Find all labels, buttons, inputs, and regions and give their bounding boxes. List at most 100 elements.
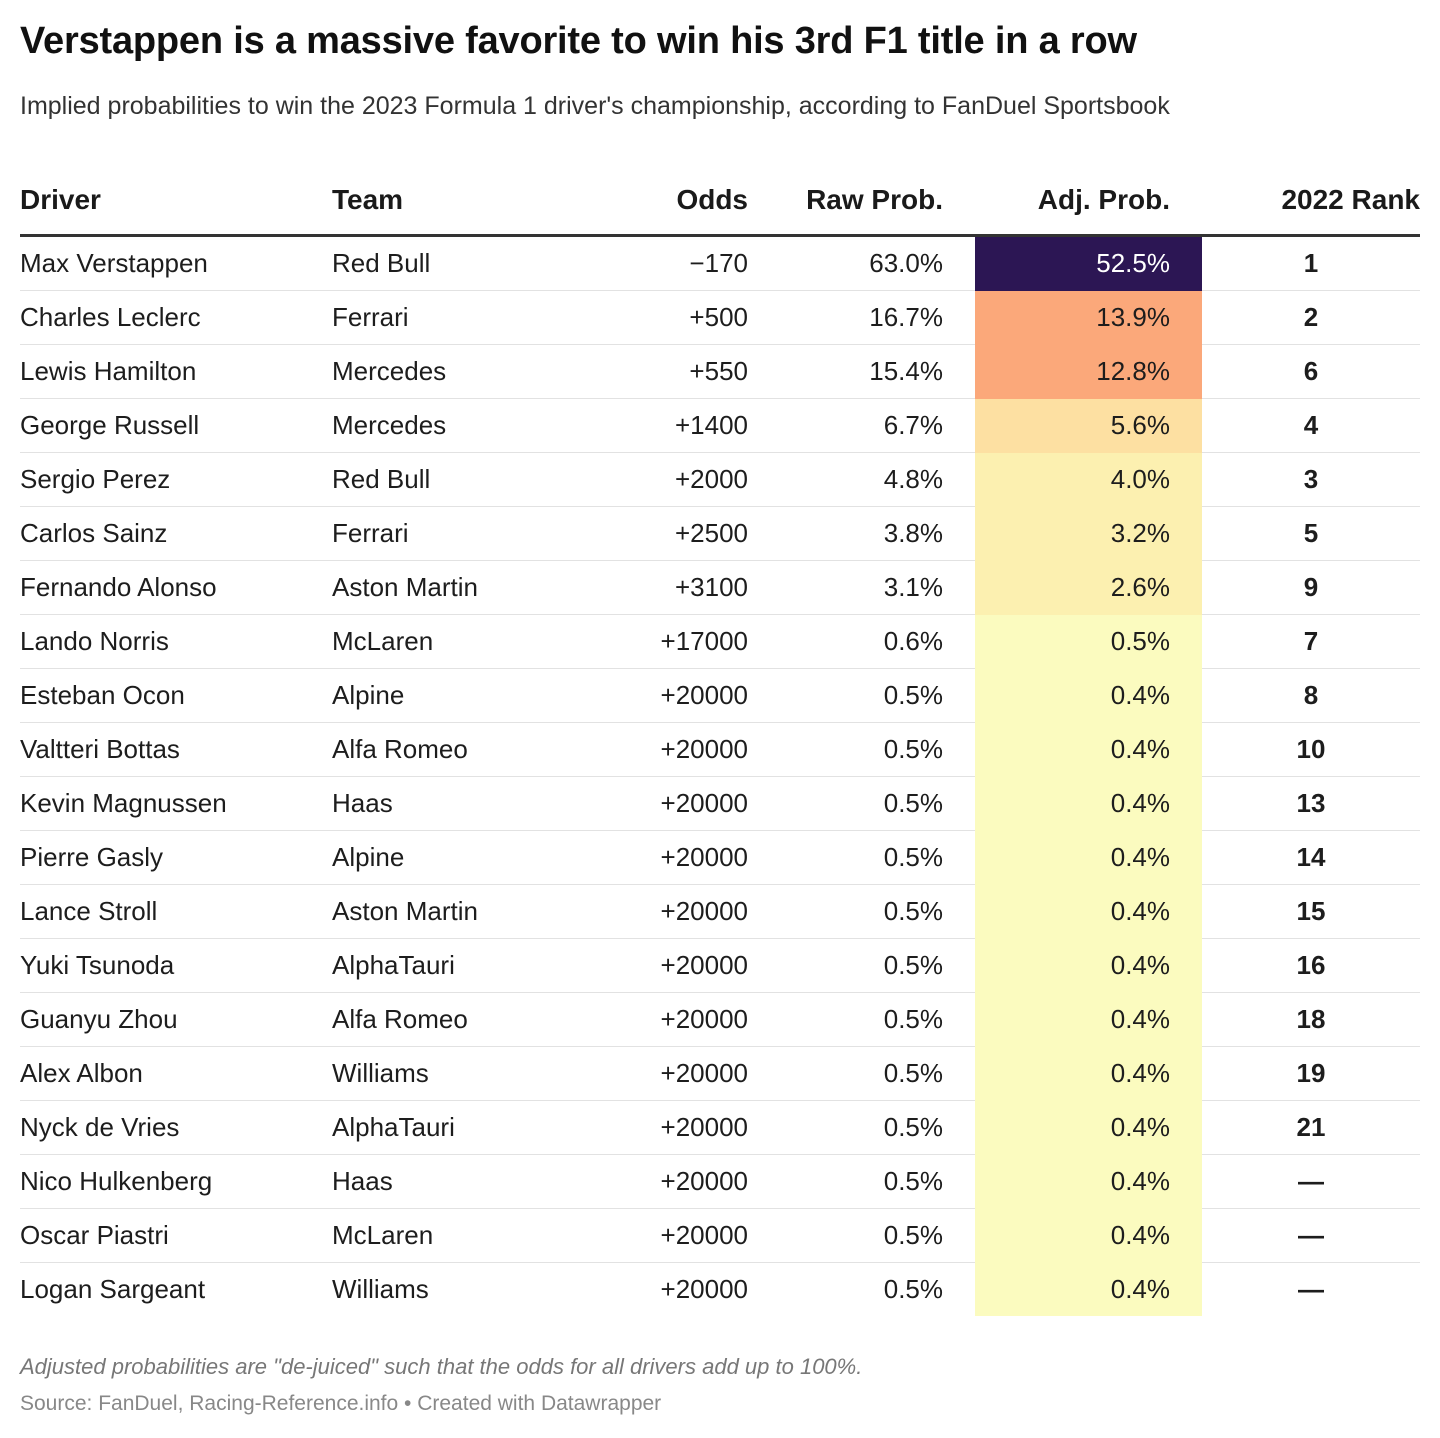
cell-odds: +2500 <box>552 506 748 561</box>
cell-2022-rank: — <box>1202 1208 1420 1263</box>
cell-adj-prob: 0.4% <box>975 668 1202 723</box>
cell-2022-rank: 7 <box>1202 614 1420 669</box>
cell-adj-prob: 4.0% <box>975 452 1202 507</box>
cell-team: AlphaTauri <box>332 1100 552 1155</box>
cell-odds: +2000 <box>552 452 748 507</box>
cell-2022-rank: 21 <box>1202 1100 1420 1155</box>
cell-driver: Logan Sargeant <box>20 1274 206 1304</box>
cell-2022-rank: 5 <box>1202 506 1420 561</box>
cell-driver: Nico Hulkenberg <box>20 1154 332 1209</box>
cell-driver: Yuki Tsunoda <box>20 938 332 993</box>
column-header-team[interactable]: Team <box>332 166 552 237</box>
cell-driver: Lance Stroll <box>20 884 332 939</box>
cell-odds: +20000 <box>552 776 748 831</box>
cell-raw-prob: 0.5% <box>883 1274 943 1304</box>
cell-odds: +20000 <box>552 830 748 885</box>
cell-2022-rank: 1 <box>1202 235 1420 291</box>
cell-raw-prob: 6.7% <box>748 398 975 453</box>
table-row: Charles Leclerc Ferrari +500 16.7% 13.9% 2 <box>20 290 1420 345</box>
table-row: Alex Albon Williams +20000 0.5% 0.4% 19 <box>20 1046 1420 1101</box>
cell-team: Williams <box>332 1274 429 1304</box>
cell-adj-prob: 3.2% <box>975 506 1202 561</box>
cell-adj-prob: 12.8% <box>975 344 1202 399</box>
cell-odds: +550 <box>552 344 748 399</box>
cell-adj-prob: 0.4% <box>975 1100 1202 1155</box>
cell-team: Alfa Romeo <box>332 992 552 1047</box>
cell-driver: George Russell <box>20 398 332 453</box>
column-header-raw-prob[interactable]: Raw Prob. <box>748 166 975 237</box>
cell-2022-rank: 16 <box>1202 938 1420 993</box>
chart-subtitle: Implied probabilities to win the 2023 Fo… <box>20 92 1170 120</box>
cell-2022-rank: — <box>1202 1154 1420 1209</box>
cell-odds: +17000 <box>552 614 748 669</box>
cell-odds: +20000 <box>660 1274 748 1304</box>
table-body: Max Verstappen Red Bull −170 63.0% 52.5% 1 Cha… <box>20 235 1420 1316</box>
column-header-2022-rank[interactable]: 2022 Rank <box>1202 166 1420 237</box>
column-header-driver[interactable]: Driver <box>20 166 332 237</box>
cell-adj-prob: 0.4% <box>975 722 1202 777</box>
cell-driver: Valtteri Bottas <box>20 722 332 777</box>
table-row: Oscar Piastri McLaren +20000 0.5% 0.4% — <box>20 1208 1420 1263</box>
cell-odds: +20000 <box>552 1046 748 1101</box>
cell-raw-prob: 3.8% <box>748 506 975 561</box>
table-row: Carlos Sainz Ferrari +2500 3.8% 3.2% 5 <box>20 506 1420 561</box>
cell-2022-rank: — <box>1298 1274 1324 1304</box>
cell-raw-prob: 0.5% <box>748 1154 975 1209</box>
cell-team: Ferrari <box>332 506 552 561</box>
cell-2022-rank: 10 <box>1202 722 1420 777</box>
cell-team: Haas <box>332 776 552 831</box>
cell-adj-prob: 5.6% <box>975 398 1202 453</box>
cell-raw-prob: 0.5% <box>748 884 975 939</box>
cell-odds: +20000 <box>552 1154 748 1209</box>
cell-2022-rank: 19 <box>1202 1046 1420 1101</box>
cell-odds: +20000 <box>552 668 748 723</box>
table-row: Kevin Magnussen Haas +20000 0.5% 0.4% 13 <box>20 776 1420 831</box>
cell-driver: Pierre Gasly <box>20 830 332 885</box>
cell-raw-prob: 0.6% <box>748 614 975 669</box>
cell-2022-rank: 6 <box>1202 344 1420 399</box>
cell-raw-prob: 0.5% <box>748 830 975 885</box>
chart-title: Verstappen is a massive favorite to win … <box>20 20 1137 62</box>
column-header-odds[interactable]: Odds <box>552 166 748 237</box>
cell-team: Williams <box>332 1046 552 1101</box>
cell-2022-rank: 15 <box>1202 884 1420 939</box>
cell-team: Red Bull <box>332 452 552 507</box>
cell-raw-prob: 16.7% <box>748 290 975 345</box>
cell-team: Red Bull <box>332 235 552 291</box>
cell-driver: Kevin Magnussen <box>20 776 332 831</box>
footnote: Adjusted probabilities are "de-juiced" s… <box>20 1354 863 1379</box>
table-row: Lance Stroll Aston Martin +20000 0.5% 0.4% 15 <box>20 884 1420 939</box>
cell-raw-prob: 0.5% <box>748 1100 975 1155</box>
cell-driver: Nyck de Vries <box>20 1100 332 1155</box>
cell-team: Alpine <box>332 830 552 885</box>
cell-odds: +3100 <box>552 560 748 615</box>
cell-raw-prob: 3.1% <box>748 560 975 615</box>
cell-team: McLaren <box>332 1208 552 1263</box>
cell-driver: Max Verstappen <box>20 235 332 291</box>
table-header-row: Driver Team Odds Raw Prob. Adj. Prob. 20… <box>20 166 1420 237</box>
cell-driver: Oscar Piastri <box>20 1208 332 1263</box>
cell-adj-prob: 0.4% <box>975 1262 1202 1316</box>
cell-raw-prob: 0.5% <box>748 776 975 831</box>
cell-2022-rank: 13 <box>1202 776 1420 831</box>
cell-driver: Lewis Hamilton <box>20 344 332 399</box>
column-header-adj-prob[interactable]: Adj. Prob. <box>975 166 1202 237</box>
cell-driver: Alex Albon <box>20 1046 332 1101</box>
cell-raw-prob: 0.5% <box>748 938 975 993</box>
cell-raw-prob: 63.0% <box>748 235 975 291</box>
cell-adj-prob: 0.4% <box>975 1046 1202 1101</box>
cell-driver: Esteban Ocon <box>20 668 332 723</box>
cell-2022-rank: 9 <box>1202 560 1420 615</box>
source-line: Source: FanDuel, Racing-Reference.info •… <box>20 1392 662 1415</box>
table-row: George Russell Mercedes +1400 6.7% 5.6% 4 <box>20 398 1420 453</box>
cell-driver: Guanyu Zhou <box>20 992 332 1047</box>
cell-2022-rank: 14 <box>1202 830 1420 885</box>
cell-odds: +20000 <box>552 1100 748 1155</box>
cell-driver: Fernando Alonso <box>20 560 332 615</box>
table-row: Valtteri Bottas Alfa Romeo +20000 0.5% 0.4% 1… <box>20 722 1420 777</box>
table-row: Yuki Tsunoda AlphaTauri +20000 0.5% 0.4% 16 <box>20 938 1420 993</box>
cell-2022-rank: 4 <box>1202 398 1420 453</box>
table-row: Lewis Hamilton Mercedes +550 15.4% 12.8% 6 <box>20 344 1420 399</box>
cell-odds: +20000 <box>552 938 748 993</box>
cell-2022-rank: 2 <box>1202 290 1420 345</box>
